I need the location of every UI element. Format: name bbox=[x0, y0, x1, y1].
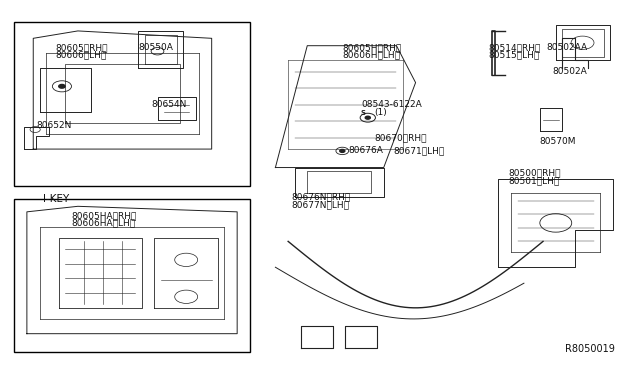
Text: 80605H〈RH〉: 80605H〈RH〉 bbox=[342, 43, 401, 52]
Text: 80671〈LH〉: 80671〈LH〉 bbox=[394, 147, 445, 155]
Text: 80652N: 80652N bbox=[36, 121, 72, 129]
Text: 80550A: 80550A bbox=[138, 43, 173, 52]
Text: S: S bbox=[360, 110, 365, 116]
Text: 80676N〈RH〉: 80676N〈RH〉 bbox=[291, 193, 351, 202]
Circle shape bbox=[59, 84, 65, 88]
Text: R8050019: R8050019 bbox=[565, 344, 615, 354]
Text: 80570M: 80570M bbox=[540, 137, 577, 146]
Text: 08543-6122A: 08543-6122A bbox=[362, 100, 422, 109]
Text: 80670〈RH〉: 80670〈RH〉 bbox=[374, 134, 427, 142]
Text: 80606H〈LH〉: 80606H〈LH〉 bbox=[342, 51, 400, 60]
Bar bbox=[14, 199, 250, 352]
Text: 80514〈RH〉: 80514〈RH〉 bbox=[489, 43, 541, 52]
Text: 80605〈RH〉: 80605〈RH〉 bbox=[56, 43, 108, 52]
Text: 80654N: 80654N bbox=[151, 100, 186, 109]
Circle shape bbox=[340, 150, 345, 153]
Text: 80605HA〈RH〉: 80605HA〈RH〉 bbox=[72, 211, 137, 220]
Text: (1): (1) bbox=[374, 108, 387, 117]
Circle shape bbox=[365, 116, 371, 119]
Text: 80502A: 80502A bbox=[552, 67, 588, 76]
Text: 80676A: 80676A bbox=[349, 147, 383, 155]
Text: 80677N〈LH〉: 80677N〈LH〉 bbox=[291, 200, 349, 209]
Text: 80502AA: 80502AA bbox=[546, 43, 588, 52]
Text: 80500〈RH〉: 80500〈RH〉 bbox=[508, 169, 561, 177]
Text: I-KEY: I-KEY bbox=[43, 194, 69, 204]
Text: 80515〈LH〉: 80515〈LH〉 bbox=[489, 51, 540, 60]
Text: 80501〈LH〉: 80501〈LH〉 bbox=[508, 176, 559, 185]
Text: 80606〈LH〉: 80606〈LH〉 bbox=[56, 51, 107, 60]
Text: 80606HA〈LH〉: 80606HA〈LH〉 bbox=[72, 218, 136, 227]
Bar bbox=[14, 22, 250, 186]
